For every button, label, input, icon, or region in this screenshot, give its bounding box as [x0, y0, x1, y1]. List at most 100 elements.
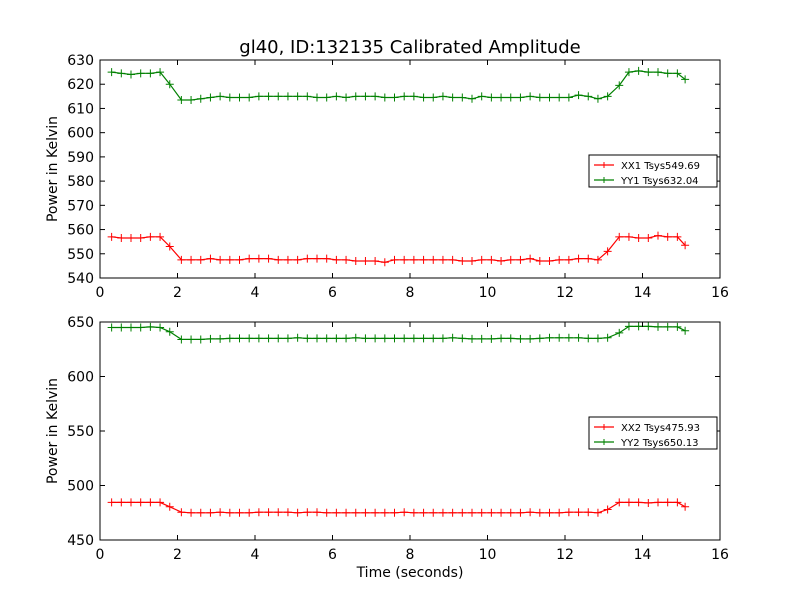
data-point: [458, 508, 467, 517]
data-point: [526, 92, 535, 101]
data-point: [380, 93, 389, 102]
legend-marker-yy: [601, 439, 607, 445]
data-point: [322, 93, 331, 102]
data-point: [526, 254, 535, 263]
x-tick-label: 4: [251, 285, 260, 301]
data-point: [206, 334, 215, 343]
x-tick-label: 2: [173, 285, 182, 301]
data-point: [673, 498, 682, 507]
data-point: [663, 232, 672, 241]
data-point: [624, 68, 633, 77]
data-point: [274, 508, 283, 517]
data-point: [574, 91, 583, 100]
series-line-yy: [111, 70, 686, 101]
series-line-xx: [111, 501, 686, 514]
data-point: [371, 508, 380, 517]
data-point: [313, 334, 321, 343]
data-point: [448, 333, 457, 342]
data-point: [136, 69, 145, 78]
data-point: [283, 92, 292, 101]
data-point: [146, 322, 155, 331]
x-tick-label: 0: [96, 285, 105, 301]
data-point: [136, 498, 145, 507]
y-tick-label: 560: [67, 223, 94, 239]
data-point: [400, 508, 409, 517]
y-tick-label: 450: [67, 533, 94, 549]
data-point: [654, 231, 662, 240]
data-point: [206, 93, 215, 102]
data-point: [351, 508, 360, 517]
data-point: [603, 505, 612, 514]
data-point: [438, 92, 447, 101]
data-point: [644, 234, 653, 243]
data-point: [497, 334, 506, 343]
data-point: [206, 508, 215, 517]
data-point: [400, 334, 409, 343]
x-tick-label: 12: [556, 547, 574, 563]
data-point: [165, 327, 174, 336]
y-tick-label: 650: [67, 315, 94, 331]
data-point: [117, 234, 126, 243]
data-point: [293, 508, 302, 517]
data-point: [342, 255, 351, 264]
data-point: [264, 254, 273, 263]
data-point: [187, 95, 196, 104]
legend: XX2 Tsys475.93 YY2 Tsys650.13: [588, 416, 718, 450]
data-point: [615, 328, 624, 337]
data-point: [574, 333, 583, 342]
data-point: [624, 322, 633, 331]
legend-label-yy: YY2 Tsys650.13: [620, 438, 699, 449]
data-point: [663, 322, 672, 331]
data-point: [400, 92, 409, 101]
data-point: [117, 69, 126, 78]
data-point: [254, 254, 263, 263]
data-point: [196, 335, 205, 344]
y-tick-label: 600: [67, 370, 94, 386]
data-point: [468, 94, 476, 103]
data-point: [545, 93, 554, 102]
data-point: [196, 508, 205, 517]
data-point: [477, 92, 486, 101]
data-point: [351, 257, 360, 266]
data-point: [332, 508, 341, 517]
data-point: [409, 508, 418, 517]
data-point: [107, 498, 116, 507]
data-point: [593, 334, 602, 343]
data-point: [681, 75, 690, 84]
data-point: [584, 334, 593, 343]
data-point: [634, 322, 643, 331]
data-point: [196, 255, 205, 264]
x-tick-label: 14: [634, 547, 652, 563]
data-point: [225, 508, 234, 517]
data-point: [681, 326, 690, 335]
data-point: [487, 255, 496, 264]
data-point: [303, 92, 312, 101]
y-tick-label: 580: [67, 174, 94, 190]
y-axis-label: Power in Kelvin: [45, 378, 61, 484]
data-point: [644, 68, 653, 77]
data-point: [673, 69, 682, 78]
data-point: [516, 334, 525, 343]
data-point: [409, 255, 418, 264]
data-point: [380, 258, 389, 267]
x-tick-label: 14: [634, 285, 652, 301]
data-point: [477, 508, 486, 517]
data-point: [516, 255, 525, 264]
legend-marker-xx: [601, 162, 607, 168]
data-point: [107, 68, 116, 77]
data-point: [146, 498, 155, 507]
data-point: [390, 508, 399, 517]
data-point: [673, 322, 682, 331]
data-point: [497, 257, 506, 266]
data-point: [332, 334, 341, 343]
series-line-yy: [111, 325, 686, 340]
data-point: [545, 257, 554, 266]
data-point: [390, 93, 399, 102]
data-point: [468, 257, 476, 266]
data-point: [654, 68, 662, 77]
y-tick-label: 620: [67, 77, 94, 93]
data-point: [245, 508, 254, 517]
data-point: [235, 255, 244, 264]
y-axis-label: Power in Kelvin: [45, 116, 61, 222]
data-point: [419, 334, 428, 343]
